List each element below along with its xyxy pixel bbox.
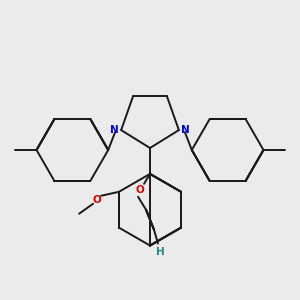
- Text: N: N: [110, 125, 118, 135]
- Text: O: O: [136, 185, 144, 195]
- Text: N: N: [182, 125, 190, 135]
- Text: H: H: [156, 247, 164, 256]
- Text: O: O: [93, 195, 101, 205]
